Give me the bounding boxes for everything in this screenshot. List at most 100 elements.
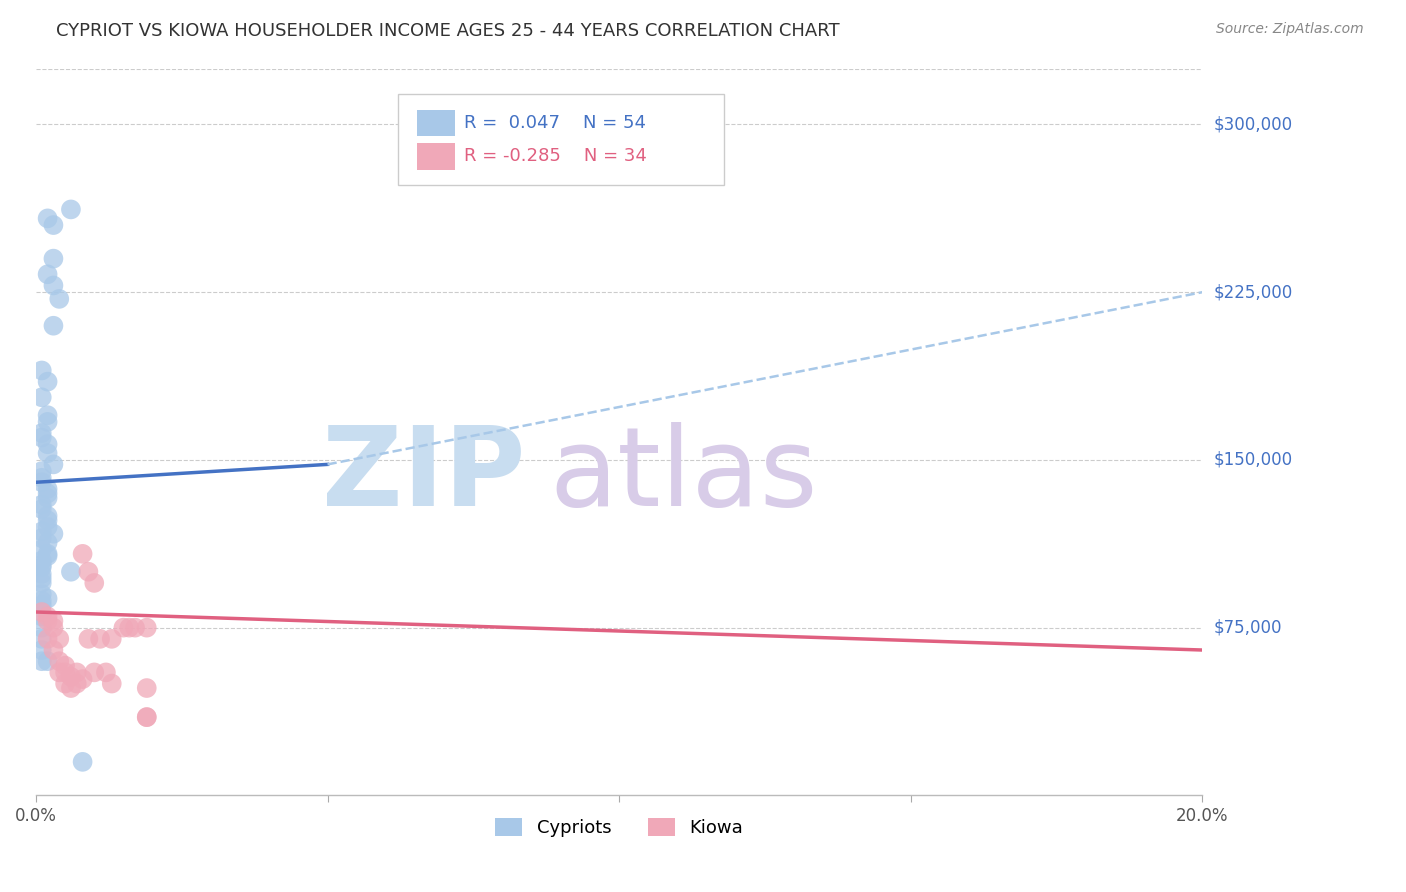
Point — [100, 632, 122, 646]
Point — [31, 560, 53, 574]
Point — [72, 547, 94, 561]
Text: atlas: atlas — [550, 422, 818, 529]
Point — [31, 502, 53, 516]
Point — [31, 632, 53, 646]
Point — [42, 643, 65, 657]
Text: R =  0.047    N = 54: R = 0.047 N = 54 — [464, 114, 645, 132]
Point — [42, 458, 65, 472]
Point — [37, 609, 59, 624]
Point — [77, 565, 100, 579]
Point — [48, 654, 70, 668]
Point — [31, 566, 53, 581]
Point — [31, 431, 53, 445]
Point — [77, 632, 100, 646]
Legend: Cypriots, Kiowa: Cypriots, Kiowa — [488, 811, 751, 845]
Point — [135, 710, 157, 724]
Text: ZIP: ZIP — [322, 422, 526, 529]
Point — [72, 672, 94, 686]
Point — [31, 524, 53, 539]
Text: $225,000: $225,000 — [1215, 283, 1294, 301]
Point — [31, 542, 53, 557]
Point — [37, 520, 59, 534]
Point — [37, 437, 59, 451]
Point — [118, 621, 141, 635]
Point — [31, 553, 53, 567]
FancyBboxPatch shape — [418, 144, 454, 169]
Point — [31, 475, 53, 490]
Text: CYPRIOT VS KIOWA HOUSEHOLDER INCOME AGES 25 - 44 YEARS CORRELATION CHART: CYPRIOT VS KIOWA HOUSEHOLDER INCOME AGES… — [56, 22, 839, 40]
Point — [37, 446, 59, 460]
Point — [37, 267, 59, 281]
Point — [37, 632, 59, 646]
Point — [37, 486, 59, 500]
Text: $150,000: $150,000 — [1215, 451, 1294, 469]
Point — [37, 614, 59, 628]
Point — [42, 526, 65, 541]
Point — [59, 670, 82, 684]
Point — [89, 632, 111, 646]
Point — [31, 531, 53, 545]
Point — [53, 676, 76, 690]
Point — [37, 549, 59, 563]
Point — [83, 576, 105, 591]
Point — [31, 605, 53, 619]
Point — [31, 594, 53, 608]
Point — [37, 491, 59, 505]
Point — [37, 408, 59, 422]
Point — [31, 643, 53, 657]
Text: $75,000: $75,000 — [1215, 619, 1282, 637]
Point — [31, 464, 53, 478]
Point — [42, 252, 65, 266]
Point — [42, 614, 65, 628]
FancyBboxPatch shape — [418, 110, 454, 136]
Point — [100, 676, 122, 690]
Text: $300,000: $300,000 — [1215, 115, 1294, 134]
Point — [37, 415, 59, 429]
Point — [72, 755, 94, 769]
Point — [31, 363, 53, 377]
Point — [135, 621, 157, 635]
Point — [31, 471, 53, 485]
Point — [37, 211, 59, 226]
Point — [66, 676, 89, 690]
Point — [31, 576, 53, 591]
Point — [112, 621, 135, 635]
Point — [66, 665, 89, 680]
Point — [83, 665, 105, 680]
Point — [42, 278, 65, 293]
FancyBboxPatch shape — [398, 94, 724, 185]
Point — [124, 621, 146, 635]
Point — [53, 658, 76, 673]
Point — [59, 565, 82, 579]
Point — [37, 375, 59, 389]
Point — [31, 390, 53, 404]
Point — [37, 508, 59, 523]
Point — [31, 621, 53, 635]
Point — [53, 665, 76, 680]
Point — [42, 318, 65, 333]
Point — [37, 654, 59, 668]
Point — [37, 535, 59, 549]
Point — [31, 654, 53, 668]
Point — [135, 681, 157, 695]
Point — [31, 426, 53, 441]
Point — [135, 710, 157, 724]
Point — [37, 513, 59, 527]
Text: Source: ZipAtlas.com: Source: ZipAtlas.com — [1216, 22, 1364, 37]
Point — [31, 599, 53, 613]
Point — [42, 621, 65, 635]
Point — [37, 482, 59, 496]
Point — [59, 202, 82, 217]
Point — [37, 547, 59, 561]
Point — [31, 498, 53, 512]
Point — [94, 665, 117, 680]
Point — [37, 591, 59, 606]
Point — [31, 558, 53, 572]
Point — [31, 609, 53, 624]
Point — [31, 571, 53, 585]
Point — [59, 681, 82, 695]
Point — [48, 665, 70, 680]
Text: R = -0.285    N = 34: R = -0.285 N = 34 — [464, 147, 647, 166]
Point — [48, 632, 70, 646]
Point — [31, 587, 53, 601]
